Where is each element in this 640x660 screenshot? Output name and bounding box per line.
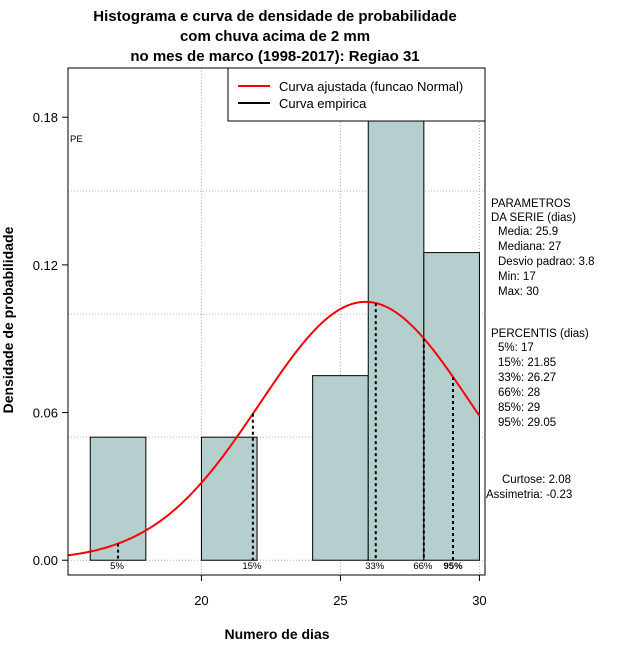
- percentis-header: PERCENTIS (dias): [491, 328, 589, 340]
- percentil-value: 15%: 21.85: [498, 357, 556, 369]
- curtose-value: Curtose: 2.08: [502, 474, 571, 486]
- percentile-label: 15%: [242, 561, 262, 572]
- normal-fit-curve: [67, 300, 481, 557]
- percentile-markers: 5% 15% 33% 66% 95%: [110, 303, 463, 572]
- legend-label: Curva ajustada (funcao Normal): [279, 79, 463, 94]
- percentil-value: 95%: 29.05: [498, 417, 556, 429]
- percentil-value: 5%: 17: [498, 342, 534, 354]
- title-line: Histograma e curva de densidade de proba…: [93, 8, 456, 25]
- histogram-bar: [367, 67, 425, 561]
- x-axis-title: Numero de dias: [224, 626, 329, 642]
- title-line: no mes de marco (1998-2017): Regiao 31: [130, 48, 419, 65]
- parametros-header: DA SERIE (dias): [491, 212, 576, 224]
- x-tick-label: 20: [194, 593, 208, 608]
- side-statistics: PARAMETROS DA SERIE (dias) Media: 25.9 Medi…: [486, 198, 595, 501]
- parametro-value: Min: 17: [498, 271, 536, 283]
- parametro-value: Mediana: 27: [498, 241, 561, 253]
- chart-title: Histograma e curva de densidade de proba…: [93, 8, 456, 65]
- y-tick-label: 0.12: [33, 258, 58, 273]
- percentile-label: 33%: [365, 561, 385, 572]
- assimetria-value: Assimetria: -0.23: [486, 489, 572, 501]
- histogram-bar: [89, 436, 147, 561]
- y-tick-label: 0.06: [33, 406, 58, 421]
- histogram-bars: [89, 67, 480, 561]
- y-tick-label: 0.18: [33, 110, 58, 125]
- percentile-label: 95%: [444, 561, 464, 572]
- y-axis-title: Densidade de probabilidade: [0, 226, 16, 413]
- fit-curve-layer: [67, 300, 481, 557]
- histogram-bar: [312, 375, 369, 561]
- percentil-value: 66%: 28: [498, 387, 540, 399]
- histogram-bar: [200, 436, 258, 561]
- axes: PE 0.00 0.06 0.12 0.18 20 25 30 Numero de dias De…: [0, 67, 487, 642]
- legend-label: Curva empirica: [279, 96, 367, 111]
- parametro-value: Media: 25.9: [498, 226, 558, 238]
- parametro-value: Desvio padrao: 3.8: [498, 256, 595, 268]
- parametros-header: PARAMETROS: [491, 198, 571, 210]
- percentile-label: 5%: [110, 561, 124, 572]
- x-tick-label: 30: [472, 593, 486, 608]
- title-line: com chuva acima de 2 mm: [180, 28, 370, 45]
- percentil-value: 85%: 29: [498, 402, 540, 414]
- pe-label: PE: [70, 134, 83, 145]
- legend-box: [227, 67, 486, 122]
- percentile-label: 66%: [413, 561, 433, 572]
- percentil-value: 33%: 26.27: [498, 372, 556, 384]
- legend: Curva ajustada (funcao Normal) Curva empi…: [227, 67, 486, 122]
- parametro-value: Max: 30: [498, 286, 539, 298]
- x-tick-label: 25: [333, 593, 347, 608]
- histogram-bar: [423, 252, 480, 561]
- y-tick-label: 0.00: [33, 553, 58, 568]
